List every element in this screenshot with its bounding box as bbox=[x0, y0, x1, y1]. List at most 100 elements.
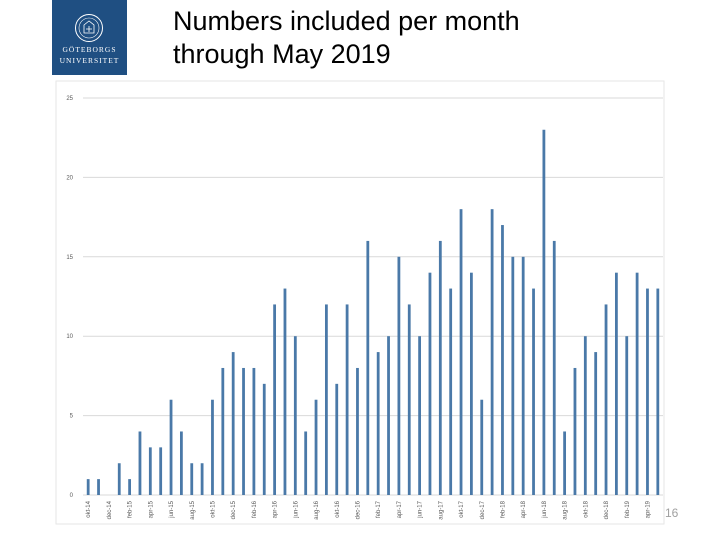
bar bbox=[449, 288, 453, 495]
x-tick-label: jun-15 bbox=[169, 500, 175, 518]
bar bbox=[97, 479, 100, 495]
bar bbox=[635, 272, 639, 495]
bar bbox=[356, 367, 359, 495]
bar bbox=[221, 367, 225, 495]
bar bbox=[376, 352, 380, 495]
bar bbox=[190, 463, 194, 495]
x-tick-label: jun-16 bbox=[293, 500, 299, 518]
x-tick-label: feb-18 bbox=[500, 500, 506, 518]
bar bbox=[262, 383, 266, 495]
bar bbox=[604, 304, 608, 495]
x-tick-label: okt-17 bbox=[459, 500, 465, 517]
x-tick-label: aug-16 bbox=[314, 500, 320, 519]
x-tick-label: dec-16 bbox=[355, 500, 361, 519]
bar bbox=[293, 336, 297, 495]
bar bbox=[324, 304, 328, 495]
x-tick-label: feb-17 bbox=[376, 500, 382, 518]
bar bbox=[625, 336, 629, 495]
bar bbox=[242, 367, 245, 495]
y-tick-label: 5 bbox=[70, 414, 74, 420]
bar bbox=[459, 209, 463, 495]
slide-title-line1: Numbers included per month bbox=[173, 6, 520, 36]
bar bbox=[273, 304, 277, 495]
chart-frame bbox=[55, 80, 665, 525]
x-tick-label: apr-15 bbox=[148, 500, 154, 518]
x-tick-label: dec-17 bbox=[480, 500, 486, 519]
slide-title: Numbers included per month through May 2… bbox=[173, 5, 520, 71]
x-tick-label: jun-18 bbox=[542, 500, 548, 518]
university-logo: GÖTEBORGS UNIVERSITET bbox=[52, 0, 127, 75]
y-tick-label: 10 bbox=[66, 334, 73, 340]
bar bbox=[563, 431, 567, 495]
bar bbox=[542, 129, 546, 495]
page-number: 16 bbox=[665, 506, 679, 520]
bar bbox=[200, 463, 204, 495]
bar bbox=[480, 399, 484, 495]
bar bbox=[501, 225, 504, 496]
y-tick-label: 25 bbox=[66, 96, 73, 102]
bar bbox=[117, 463, 121, 495]
x-tick-label: dec-14 bbox=[107, 500, 113, 519]
bar bbox=[283, 288, 287, 495]
bar bbox=[428, 272, 432, 495]
bar bbox=[387, 336, 390, 495]
bar bbox=[314, 399, 318, 495]
bar bbox=[231, 352, 235, 495]
x-tick-label: apr-17 bbox=[397, 500, 403, 518]
chart-container: 0 5 10 15 20 25 okt-14 dec-14 feb-15 apr-15 jun-15… bbox=[55, 80, 672, 525]
bar bbox=[407, 304, 411, 495]
x-tick-label: okt-18 bbox=[583, 500, 589, 517]
bar bbox=[169, 399, 173, 495]
x-tick-label: aug-18 bbox=[563, 500, 569, 519]
x-tick-label: okt-14 bbox=[86, 500, 92, 517]
bar bbox=[552, 240, 556, 495]
x-tick-label: dec-18 bbox=[604, 500, 610, 519]
bar bbox=[490, 209, 494, 495]
y-tick-label: 20 bbox=[66, 175, 73, 181]
bar bbox=[366, 240, 370, 495]
bar bbox=[614, 272, 618, 495]
bar bbox=[656, 288, 660, 495]
x-tick-label: okt-16 bbox=[335, 500, 341, 517]
bar bbox=[583, 336, 587, 495]
bar bbox=[252, 367, 256, 495]
bar bbox=[469, 272, 473, 495]
x-tick-label: apr-18 bbox=[521, 500, 527, 518]
logo-text-line1: GÖTEBORGS bbox=[62, 45, 117, 54]
bar bbox=[304, 431, 308, 495]
bar bbox=[179, 431, 183, 495]
bar bbox=[418, 336, 422, 495]
x-tick-label: aug-17 bbox=[438, 500, 444, 519]
bar bbox=[573, 367, 577, 495]
bar bbox=[397, 256, 401, 495]
x-tick-label: jun-17 bbox=[418, 500, 424, 518]
x-tick-label: okt-15 bbox=[210, 500, 216, 517]
x-tick-label: feb-16 bbox=[252, 500, 258, 518]
x-tick-label: apr-19 bbox=[645, 500, 651, 518]
bar bbox=[511, 256, 515, 495]
x-tick-label: feb-15 bbox=[128, 500, 134, 518]
bar bbox=[594, 352, 598, 495]
bar bbox=[438, 240, 442, 495]
bar bbox=[148, 447, 152, 495]
y-tick-label: 0 bbox=[70, 493, 74, 499]
y-tick-label: 15 bbox=[66, 255, 73, 261]
x-tick-label: dec-15 bbox=[231, 500, 237, 519]
bar bbox=[646, 288, 649, 495]
logo-text-line2: UNIVERSITET bbox=[59, 56, 120, 65]
bar bbox=[532, 288, 535, 495]
bar-chart: 0 5 10 15 20 25 okt-14 dec-14 feb-15 apr-15 jun-15… bbox=[55, 80, 672, 525]
bar bbox=[211, 399, 214, 495]
x-tick-label: apr-16 bbox=[273, 500, 279, 518]
bar bbox=[335, 383, 339, 495]
bar bbox=[128, 479, 132, 495]
bar bbox=[159, 447, 163, 495]
bar bbox=[86, 479, 90, 495]
x-tick-label: feb-19 bbox=[625, 500, 631, 518]
x-tick-label: aug-15 bbox=[190, 500, 196, 519]
slide-title-line2: through May 2019 bbox=[173, 39, 391, 69]
bar bbox=[138, 431, 142, 495]
university-seal-icon bbox=[75, 14, 103, 42]
bar bbox=[345, 304, 349, 495]
bar bbox=[521, 256, 525, 495]
